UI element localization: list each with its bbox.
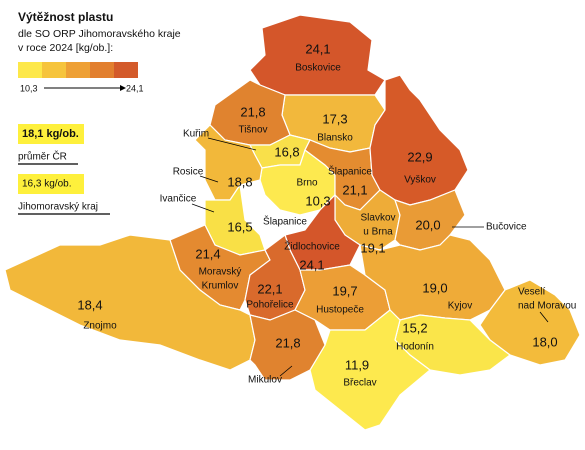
region-name: nad Moravou	[518, 301, 576, 312]
region-value: 18,0	[532, 334, 557, 349]
callout-line	[191, 203, 215, 213]
labels: 24,1 Boskovice 17,3 Blansko 21,8 Tišnov 16,8 Ku…	[77, 41, 576, 388]
region	[309, 309, 431, 431]
region-name: Rosice	[173, 167, 204, 178]
region-value: 18,8	[227, 174, 252, 189]
region-value: 16,5	[227, 219, 252, 234]
region-value: 24,1	[305, 41, 330, 56]
region-name: Židlochovice	[284, 240, 340, 253]
region-value: 21,1	[342, 182, 367, 197]
region-name: Břeclav	[343, 378, 376, 389]
legend-swatch	[18, 62, 42, 78]
region-name: u Brna	[363, 227, 393, 238]
legend-min: 10,3	[20, 83, 38, 93]
callout-line	[279, 365, 293, 377]
reference-value: 18,1 kg/ob.	[22, 128, 79, 140]
region	[479, 279, 581, 366]
reference-box	[18, 174, 84, 194]
map-subtitle: v roce 2024 [kg/ob.]:	[18, 42, 113, 54]
region-name: Šlapanice	[263, 215, 307, 228]
region-name: Ivančice	[160, 194, 197, 205]
legend-swatch	[66, 62, 90, 78]
region-name: Vyškov	[404, 175, 436, 186]
region-name: Znojmo	[83, 321, 117, 332]
region-name: Pohořelice	[246, 300, 294, 311]
region-value: 17,3	[322, 111, 347, 126]
region-value: 11,9	[345, 357, 369, 372]
region-name: Moravský	[199, 267, 242, 278]
region-value: 15,2	[402, 320, 427, 335]
region-value: 21,8	[275, 335, 300, 350]
legend-swatch	[90, 62, 114, 78]
callout-line	[207, 137, 257, 151]
reference-label: Jihomoravský kraj	[18, 202, 98, 213]
map-subtitle: dle SO ORP Jihomoravského kraje	[18, 28, 181, 40]
callout-line	[199, 175, 219, 183]
region-name: Hustopeče	[316, 305, 364, 316]
region-name: Kuřim	[183, 129, 209, 140]
region-value: 19,0	[422, 280, 447, 295]
region-value: 24,1	[299, 257, 324, 272]
region-name: Šlapanice	[328, 165, 372, 178]
region-name: Mikulov	[248, 375, 282, 386]
region-value: 10,3	[305, 193, 330, 208]
reference-value: 16,3 kg/ob.	[22, 179, 71, 190]
region-name: Veselí	[518, 287, 545, 298]
region-name: Slavkov	[360, 213, 395, 224]
region-name: Hodonín	[396, 342, 434, 353]
callout-line	[539, 311, 549, 323]
region-value: 21,4	[195, 246, 220, 261]
region	[249, 309, 326, 381]
reference-box	[18, 124, 84, 144]
region-value: 19,1	[360, 240, 385, 255]
region-value: 21,8	[240, 104, 265, 119]
region-value: 19,7	[332, 283, 357, 298]
region-value: 20,0	[415, 217, 440, 232]
region-name: Kyjov	[448, 301, 472, 312]
region-name: Bučovice	[486, 222, 527, 233]
map-title: Výtěžnost plastu	[18, 10, 113, 24]
region-name: Blansko	[317, 133, 353, 144]
reference-label: průměr ČR	[18, 150, 67, 163]
region-name: Brno	[296, 178, 318, 189]
region-value: 18,4	[77, 297, 102, 312]
region-value: 22,9	[407, 149, 432, 164]
legend-swatch	[114, 62, 138, 78]
regions	[4, 14, 581, 431]
legend-swatch	[42, 62, 66, 78]
legend-max: 24,1	[126, 83, 144, 93]
region-name: Boskovice	[295, 63, 341, 74]
region-name: Tišnov	[238, 125, 267, 136]
region-value: 22,1	[257, 281, 282, 296]
region-name: Krumlov	[202, 281, 239, 292]
legend-arrowhead	[120, 85, 126, 91]
region-value: 16,8	[274, 144, 299, 159]
